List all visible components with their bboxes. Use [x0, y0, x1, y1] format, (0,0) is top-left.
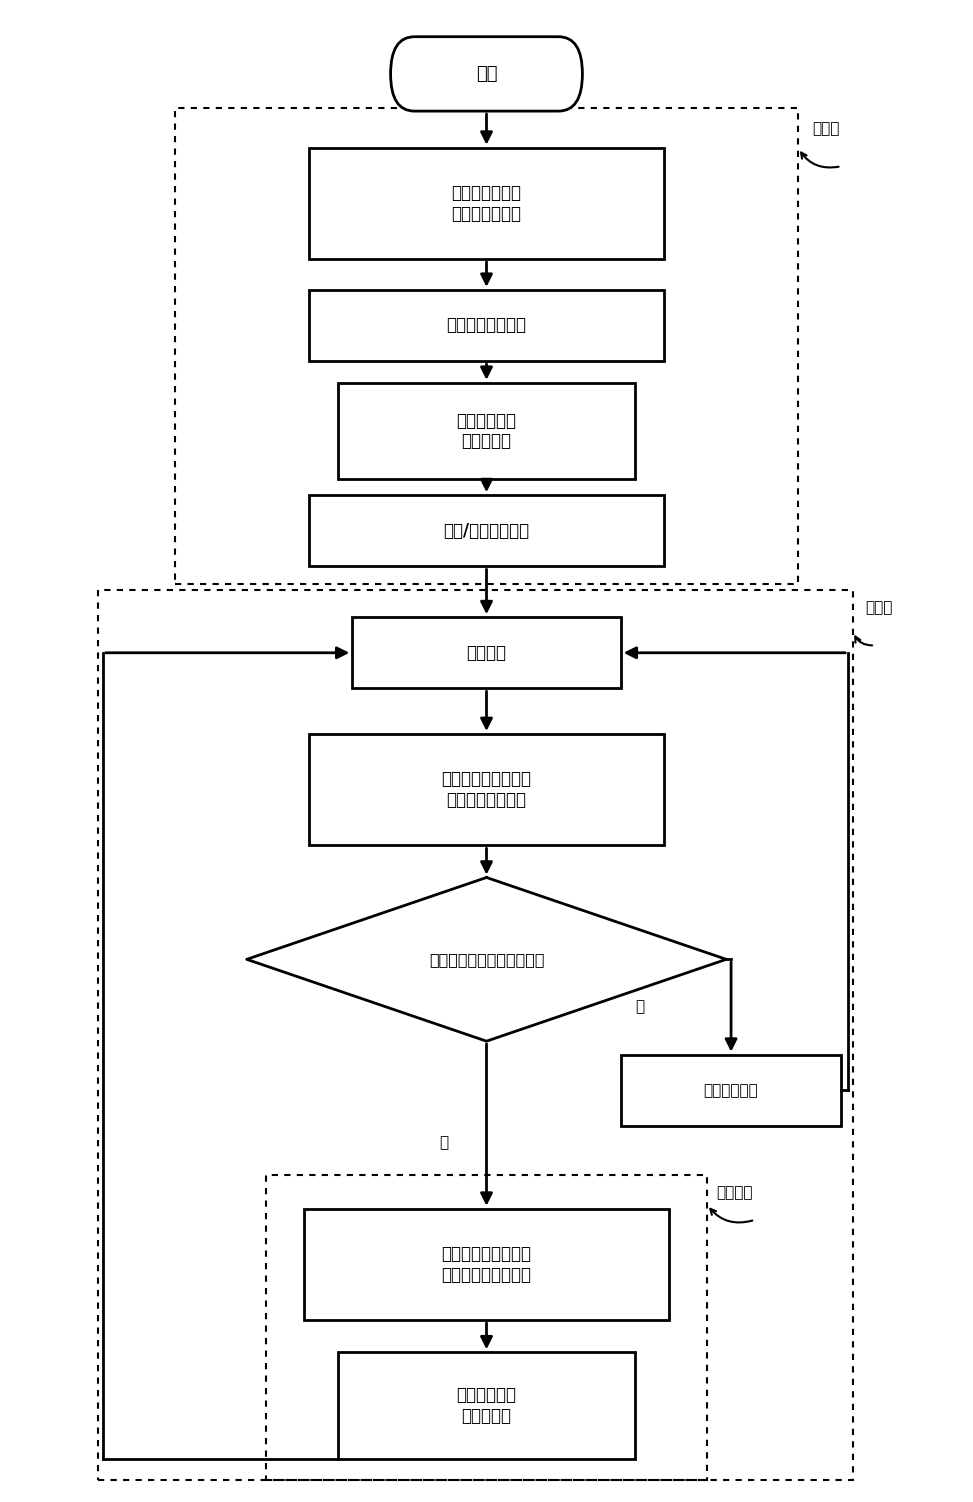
Text: 记录间隔时间大于预设值？: 记录间隔时间大于预设值？ [429, 952, 544, 967]
Text: 开始: 开始 [476, 65, 497, 83]
Text: 将日志数据写
入日志文件: 将日志数据写 入日志文件 [456, 1386, 517, 1425]
Text: 初始化时钟、外
设、其它任务等: 初始化时钟、外 设、其它任务等 [451, 183, 522, 222]
Text: 为日志文件寻找并分
配合适大小的存储区: 为日志文件寻找并分 配合适大小的存储区 [442, 1245, 531, 1284]
Text: 初始化: 初始化 [812, 122, 840, 137]
Bar [352, 617, 621, 688]
Bar [309, 290, 664, 360]
Bar [338, 383, 635, 479]
Polygon shape [247, 877, 726, 1041]
Bar [98, 590, 853, 1479]
Text: 主循环: 主循环 [865, 601, 892, 616]
Text: 挂载外部存储
器文件系统: 挂载外部存储 器文件系统 [456, 412, 517, 451]
Bar [175, 108, 798, 584]
Text: 初始化外部存储器: 初始化外部存储器 [447, 317, 526, 335]
FancyBboxPatch shape [390, 36, 583, 111]
Text: 获得需要存储的日志
数据（数据量小）: 获得需要存储的日志 数据（数据量小） [442, 771, 531, 810]
Bar [266, 1175, 707, 1479]
Text: 打开/创建日志文件: 打开/创建日志文件 [444, 521, 529, 539]
Text: 其它任务: 其它任务 [466, 644, 507, 662]
Bar [309, 147, 664, 260]
Text: 丢弃本次数据: 丢弃本次数据 [703, 1083, 758, 1098]
Bar [305, 1209, 668, 1320]
Text: 否: 否 [635, 999, 644, 1014]
Text: 文件操作: 文件操作 [717, 1185, 753, 1200]
Text: 是: 是 [439, 1136, 448, 1151]
Bar [338, 1352, 635, 1460]
Bar [309, 496, 664, 566]
Bar [309, 734, 664, 846]
Bar [621, 1054, 842, 1126]
